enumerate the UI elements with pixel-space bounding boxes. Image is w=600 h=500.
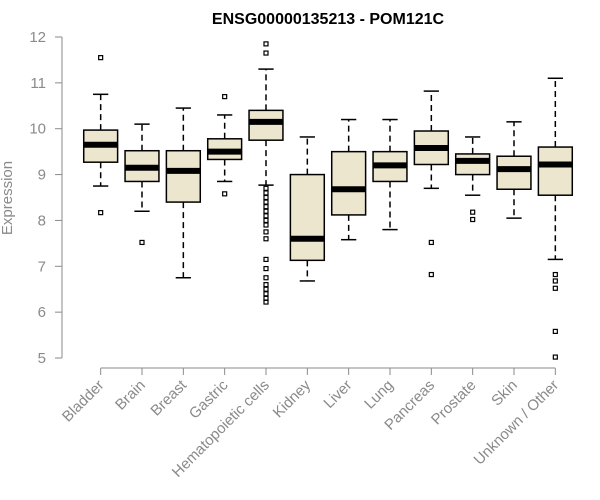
outlier-point <box>552 328 558 335</box>
x-tick-label: Kidney <box>270 376 315 421</box>
iqr-box <box>248 109 284 141</box>
x-tick-label: Bladder <box>59 377 108 426</box>
y-tick-label: 12 <box>29 29 46 46</box>
outlier-point <box>263 275 269 281</box>
outlier-point <box>263 213 269 219</box>
outlier-point <box>139 239 145 246</box>
x-tick-label: Lung <box>361 377 397 413</box>
y-tick-label: 7 <box>38 258 46 275</box>
iqr-box <box>496 155 532 190</box>
x-tick-label: Breast <box>147 376 190 419</box>
outlier-point <box>222 94 228 100</box>
outlier-point <box>263 199 269 205</box>
box-group <box>454 136 491 223</box>
outlier-point <box>263 194 269 201</box>
outlier-point <box>552 278 558 284</box>
y-tick-label: 8 <box>38 212 46 229</box>
box-group <box>496 121 532 219</box>
outlier-point <box>263 217 269 224</box>
box-group <box>124 123 160 246</box>
x-tick-label: Skin <box>488 377 521 410</box>
outlier-point <box>263 41 269 47</box>
box-group <box>537 77 574 360</box>
box-group <box>165 107 202 279</box>
outlier-point <box>263 185 269 191</box>
y-tick-label: 11 <box>30 75 46 92</box>
outlier-point <box>98 210 104 216</box>
outlier-point <box>263 222 269 228</box>
outlier-point <box>98 55 104 61</box>
outlier-point <box>263 229 269 235</box>
outlier-point <box>263 286 269 292</box>
outlier-point <box>263 291 269 297</box>
boxes-layer <box>82 41 574 360</box>
box-group <box>248 41 284 305</box>
outlier-point <box>470 216 476 223</box>
iqr-box <box>289 173 326 262</box>
outlier-point <box>428 239 434 246</box>
outlier-point <box>263 50 269 56</box>
outlier-point <box>552 285 558 291</box>
box-group <box>289 136 326 282</box>
x-tick-label: Liver <box>320 377 355 412</box>
outlier-point <box>263 256 269 263</box>
iqr-box <box>330 150 367 216</box>
x-tick-label: Prostate <box>428 377 480 429</box>
iqr-box <box>454 153 491 176</box>
outlier-point <box>552 271 558 278</box>
outlier-point <box>428 271 434 278</box>
y-tick-label: 9 <box>38 167 46 184</box>
box-group <box>206 94 243 197</box>
y-tick-label: 6 <box>38 304 46 321</box>
outlier-point <box>263 282 269 288</box>
outlier-point <box>263 204 269 210</box>
outlier-point <box>222 191 228 197</box>
box-group <box>413 90 450 278</box>
outlier-point <box>263 265 269 272</box>
box-group <box>82 55 119 216</box>
x-tick-label: Brain <box>112 377 149 414</box>
box-group <box>372 118 408 231</box>
box-group <box>330 118 367 241</box>
chart-title: ENSG00000135213 - POM121C <box>212 11 445 28</box>
y-tick-label: 5 <box>38 350 46 367</box>
outlier-point <box>263 236 269 242</box>
outlier-point <box>552 354 558 360</box>
outlier-point <box>263 299 269 305</box>
outlier-point <box>263 208 269 214</box>
iqr-box <box>537 146 574 196</box>
outlier-point <box>263 190 269 196</box>
outlier-point <box>470 209 476 215</box>
y-axis: 5 6 7 8 9 10 11 12 <box>29 29 63 367</box>
iqr-box <box>165 149 202 203</box>
y-axis-label: Expression <box>0 161 16 235</box>
y-tick-label: 10 <box>29 121 46 138</box>
